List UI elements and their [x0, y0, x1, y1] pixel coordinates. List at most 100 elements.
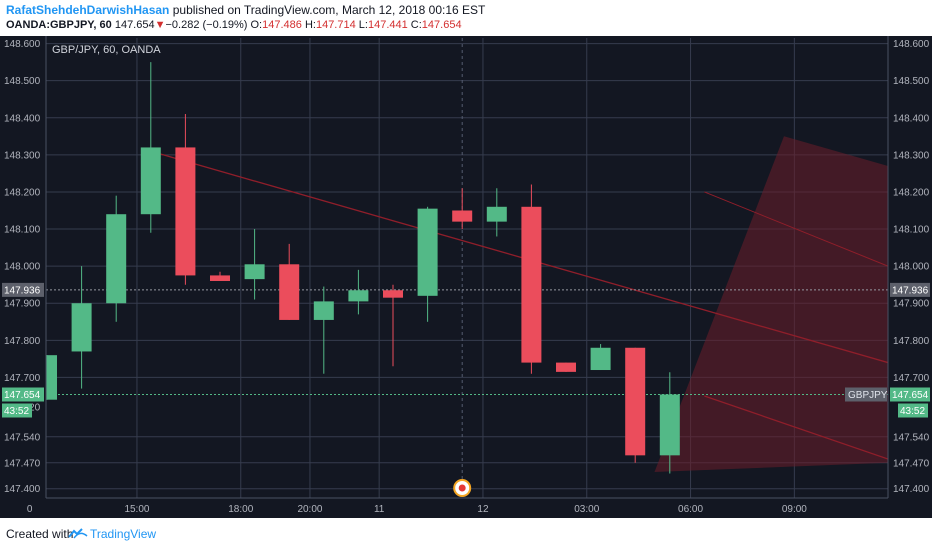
price-chart[interactable]: 148.600 148.500 148.400 148.300 148.200 148.1… [0, 36, 932, 518]
candle-body [590, 347, 611, 371]
candle [348, 269, 369, 315]
low-value: 147.441 [367, 19, 408, 31]
y-tick-label-right: 148.200 [893, 187, 930, 198]
x-tick-label: 12 [477, 504, 489, 515]
candle-body [486, 206, 507, 222]
y-tick-label-right: 147.800 [893, 336, 930, 347]
candle [140, 62, 161, 233]
ohlc-line: OANDA:GBPJPY, 60 147.654▼−0.282 (−0.19%)… [6, 19, 462, 31]
trend-line [143, 148, 888, 364]
hline-tag-left: 147.936 [4, 285, 41, 296]
published-text: published on TradingView.com, March 12, … [172, 3, 486, 17]
candle-body [556, 362, 576, 372]
pitchfork-lower-line [704, 395, 888, 460]
hline-tag-right-bg [890, 282, 930, 297]
y-tick-label-left: 148.200 [4, 187, 41, 198]
price-tag-left: 147.654 [4, 390, 41, 401]
x-tick-label: 18:00 [228, 504, 253, 515]
symbol-label[interactable]: OANDA:GBPJPY, 60 [6, 19, 112, 31]
y-tick-label-left: 148.400 [4, 113, 41, 124]
candle-body [106, 214, 127, 304]
y-tick-label-left: 148.000 [4, 262, 41, 273]
event-marker-dot [458, 484, 466, 492]
candle-body [210, 275, 230, 281]
last-price: 147.654 [114, 19, 155, 31]
x-tick-label: 20:00 [297, 504, 322, 515]
author-link[interactable]: RafatShehdehDarwishHasan [6, 3, 170, 17]
y-tick-label-right: 148.300 [893, 150, 930, 161]
candle [659, 372, 680, 474]
created-with-text: Created with [6, 527, 74, 541]
y-tick-label-right: 147.900 [893, 299, 930, 310]
candle [210, 271, 230, 281]
high-value: 147.714 [315, 19, 356, 31]
pitchfork-median-line [704, 191, 888, 267]
candle [71, 266, 92, 389]
tradingview-logo-icon [68, 528, 88, 539]
open-label: O: [250, 19, 263, 31]
countdown-tag-right: 43:52 [900, 406, 925, 417]
y-tick-label-right: 148.500 [893, 76, 930, 87]
candle [313, 286, 334, 374]
footer: Created with TradingView [0, 518, 932, 550]
tradingview-brand-link[interactable]: TradingView [90, 527, 157, 541]
x-tick-label: 09:00 [782, 504, 807, 515]
y-tick-label-right: 147.470 [893, 458, 930, 469]
candle [452, 188, 473, 230]
candle-body [452, 210, 473, 222]
hline-tag-left-bg [2, 282, 44, 297]
close-value: 147.654 [421, 19, 462, 31]
candle-body [625, 347, 646, 456]
x-tick-label: 15:00 [124, 504, 149, 515]
open-value: 147.486 [262, 19, 302, 31]
countdown-tag-right-bg [898, 403, 928, 418]
y-tick-label-left: 147.540 [4, 432, 41, 443]
candle-body [175, 147, 196, 276]
candle [279, 243, 300, 320]
price-tag-right-bg [890, 387, 930, 402]
countdown-tag-left-bg [2, 403, 32, 418]
y-tick-label-right: 148.400 [893, 113, 930, 124]
y-tick-label-right: 147.400 [893, 484, 930, 495]
y-tick-label-right: 148.600 [893, 39, 930, 50]
candle [521, 184, 542, 374]
x-tick-label: 06:00 [678, 504, 703, 515]
y-tick-label-left: 148.500 [4, 76, 41, 87]
candle [417, 206, 438, 322]
x-tick-label: 11 [374, 504, 385, 515]
high-label: H: [304, 19, 316, 31]
y-tick-label-right: 147.700 [893, 373, 930, 384]
pitchfork-shade [654, 136, 888, 473]
price-tag-left-bg [2, 387, 44, 402]
candle [46, 355, 57, 400]
low-label: L: [358, 19, 368, 31]
candle-body [279, 264, 300, 320]
candle-body [140, 147, 161, 215]
candle [625, 347, 646, 463]
price-change: −0.282 (−0.19%) [165, 19, 248, 31]
symbol-tag: GBPJPY [848, 390, 888, 401]
y-tick-label-left: 147.700 [4, 373, 41, 384]
chart-legend: GBP/JPY, 60, OANDA [52, 44, 161, 56]
candle-body [71, 303, 92, 352]
close-label: C: [410, 19, 422, 31]
countdown-tag-left: 43:52 [4, 406, 29, 417]
y-tick-label-right: 147.540 [893, 432, 930, 443]
down-arrow-icon: ▼ [154, 19, 166, 31]
x-tick-label: 0 [27, 504, 33, 515]
candle-body [383, 290, 403, 298]
hline-tag-right: 147.936 [892, 285, 929, 296]
y-tick-label-left: 147.400 [4, 484, 41, 495]
plot-area [46, 38, 888, 498]
candle [175, 114, 196, 285]
publish-line: RafatShehdehDarwishHasan published on Tr… [6, 3, 485, 17]
candle [556, 362, 576, 372]
y-tick-label-left: 148.100 [4, 225, 41, 236]
candle-body [244, 264, 265, 280]
y-tick-label-left: 147.470 [4, 458, 41, 469]
candle-body [348, 290, 369, 302]
candle-body [417, 208, 438, 296]
candle [486, 188, 507, 237]
x-tick-label: 03:00 [574, 504, 599, 515]
symbol-tag-bg [845, 387, 887, 402]
